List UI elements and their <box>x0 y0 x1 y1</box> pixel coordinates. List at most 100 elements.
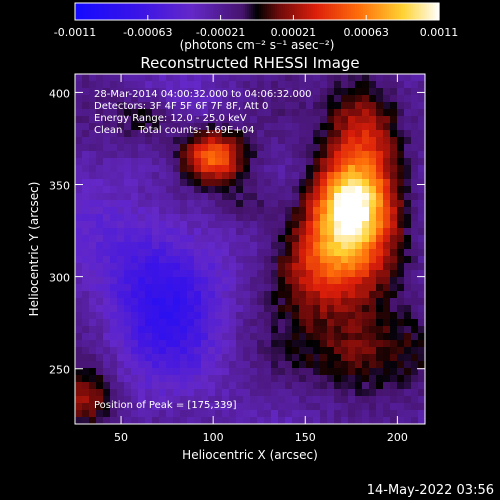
heatmap-cell <box>159 256 167 264</box>
heatmap-cell <box>131 347 139 355</box>
heatmap-cell <box>201 228 209 236</box>
heatmap-cell <box>418 193 426 201</box>
heatmap-cell <box>348 123 356 131</box>
heatmap-cell <box>418 347 426 355</box>
heatmap-cell <box>187 382 195 390</box>
heatmap-cell <box>250 249 258 257</box>
heatmap-cell <box>383 256 391 264</box>
heatmap-cell <box>131 207 139 215</box>
heatmap-cell <box>166 263 174 271</box>
colorbar-segment <box>385 3 388 20</box>
heatmap-cell <box>271 256 279 264</box>
heatmap-cell <box>124 256 132 264</box>
heatmap-cell <box>306 214 314 222</box>
heatmap-cell <box>369 298 377 306</box>
heatmap-cell <box>124 263 132 271</box>
heatmap-cell <box>355 172 363 180</box>
colorbar-segment <box>279 3 282 20</box>
heatmap-cell <box>152 228 160 236</box>
heatmap-cell <box>362 242 370 250</box>
heatmap-cell <box>131 375 139 383</box>
heatmap-cell <box>334 340 342 348</box>
heatmap-cell <box>320 291 328 299</box>
heatmap-cell <box>236 123 244 131</box>
heatmap-cell <box>110 410 118 418</box>
heatmap-cell <box>145 389 153 397</box>
heatmap-cell <box>341 263 349 271</box>
heatmap-cell <box>355 277 363 285</box>
heatmap-cell <box>201 88 209 96</box>
heatmap-cell <box>82 284 90 292</box>
heatmap-cell <box>390 277 398 285</box>
heatmap-cell <box>96 102 104 110</box>
heatmap-cell <box>96 410 104 418</box>
heatmap-cell <box>369 326 377 334</box>
heatmap-cell <box>299 298 307 306</box>
heatmap-cell <box>292 340 300 348</box>
heatmap-cell <box>411 291 419 299</box>
heatmap-cell <box>264 186 272 194</box>
heatmap-cell <box>180 158 188 166</box>
heatmap-cell <box>327 228 335 236</box>
heatmap-cell <box>229 277 237 285</box>
heatmap-cell <box>187 242 195 250</box>
heatmap-cell <box>117 186 125 194</box>
heatmap-cell <box>180 291 188 299</box>
heatmap-cell <box>222 333 230 341</box>
heatmap-cell <box>376 193 384 201</box>
heatmap-cell <box>362 123 370 131</box>
heatmap-cell <box>397 130 405 138</box>
heatmap-cell <box>159 137 167 145</box>
x-tick-label: 200 <box>387 431 408 444</box>
heatmap-cell <box>103 165 111 173</box>
heatmap-cell <box>131 263 139 271</box>
heatmap-cell <box>145 277 153 285</box>
heatmap-cell <box>152 375 160 383</box>
heatmap-cell <box>383 368 391 376</box>
heatmap-cell <box>313 228 321 236</box>
heatmap-cell <box>285 249 293 257</box>
heatmap-cell <box>285 256 293 264</box>
heatmap-cell <box>124 319 132 327</box>
heatmap-cell <box>271 235 279 243</box>
heatmap-cell <box>152 417 160 425</box>
colorbar-segment <box>189 3 192 20</box>
heatmap-cell <box>376 88 384 96</box>
heatmap-cell <box>292 256 300 264</box>
heatmap-cell <box>145 116 153 124</box>
heatmap-cell <box>124 179 132 187</box>
heatmap-cell <box>341 305 349 313</box>
heatmap-cell <box>117 102 125 110</box>
heatmap-cell <box>355 214 363 222</box>
heatmap-cell <box>222 284 230 292</box>
heatmap-cell <box>264 130 272 138</box>
colorbar-segment <box>127 3 130 20</box>
heatmap-cell <box>383 193 391 201</box>
heatmap-cell <box>117 165 125 173</box>
heatmap-cell <box>82 298 90 306</box>
heatmap-cell <box>383 102 391 110</box>
heatmap-cell <box>180 137 188 145</box>
heatmap-cell <box>278 207 286 215</box>
heatmap-cell <box>152 403 160 411</box>
heatmap-cell <box>89 109 97 117</box>
heatmap-cell <box>369 74 377 82</box>
heatmap-cell <box>306 116 314 124</box>
heatmap-cell <box>208 249 216 257</box>
heatmap-cell <box>404 277 412 285</box>
heatmap-cell <box>383 81 391 89</box>
heatmap-cell <box>145 284 153 292</box>
heatmap-cell <box>285 382 293 390</box>
heatmap-cell <box>166 81 174 89</box>
heatmap-cell <box>264 102 272 110</box>
heatmap-cell <box>187 130 195 138</box>
heatmap-cell <box>89 144 97 152</box>
heatmap-cell <box>355 144 363 152</box>
heatmap-cell <box>124 417 132 425</box>
heatmap-cell <box>229 270 237 278</box>
heatmap-cell <box>404 151 412 159</box>
heatmap-cell <box>278 151 286 159</box>
heatmap-cell <box>208 235 216 243</box>
heatmap-cell <box>96 95 104 103</box>
heatmap-cell <box>215 270 223 278</box>
